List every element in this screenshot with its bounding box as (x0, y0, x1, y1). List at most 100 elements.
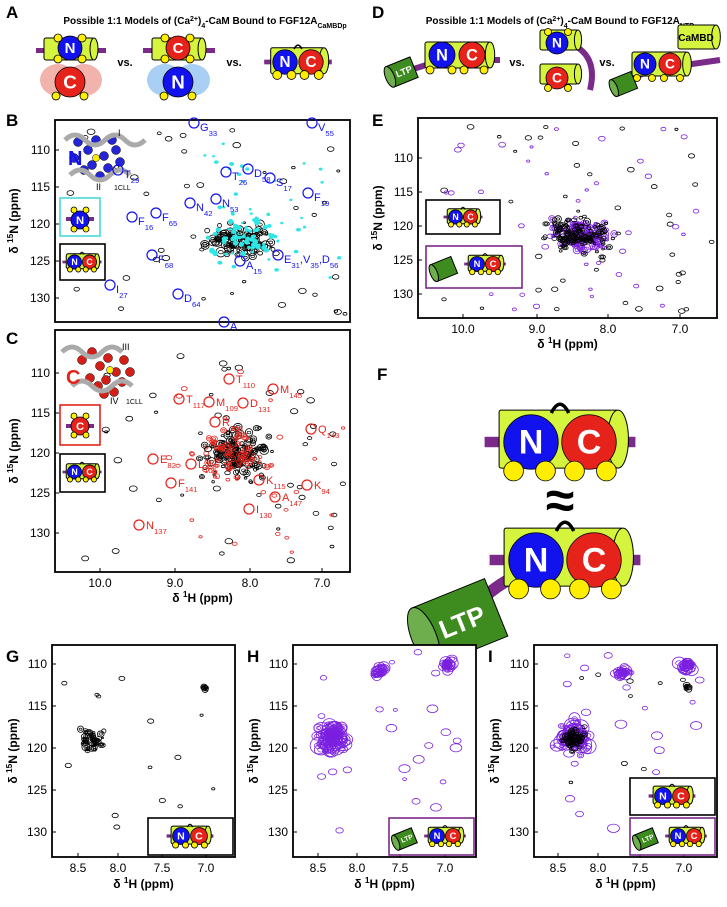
peak (189, 518, 195, 522)
calcium (664, 801, 671, 809)
peak (217, 223, 222, 228)
peak (236, 230, 244, 237)
residue-label-part: 115 (273, 482, 285, 491)
peak (188, 451, 195, 456)
residue-label-part: 16 (145, 223, 154, 232)
peak (154, 410, 159, 414)
peak-contour (261, 448, 267, 453)
residue-label: E31,V35,D56 (284, 254, 338, 270)
y-axis-label: δ 15N (ppm) (245, 718, 261, 783)
x-axis-label-part: δ (113, 877, 124, 891)
peak (267, 258, 271, 261)
peak (688, 153, 695, 159)
domain-label: N (675, 830, 682, 841)
peak (340, 426, 346, 430)
peak (161, 255, 171, 262)
peak (311, 212, 317, 217)
domain-label: N (68, 148, 82, 170)
peak (297, 389, 305, 395)
peak (276, 239, 280, 243)
domain-label: C (66, 367, 80, 389)
peak (627, 166, 635, 173)
peak (249, 212, 253, 215)
x-tick-label: 7.5 (392, 861, 409, 875)
peak (198, 474, 205, 480)
y-axis-label-part: δ (6, 773, 20, 784)
peak-contour (267, 435, 271, 438)
peak (679, 270, 686, 276)
peak (555, 231, 558, 235)
peak (97, 742, 106, 749)
peak (234, 474, 241, 480)
calcium (448, 221, 454, 228)
peak-contour (327, 737, 332, 741)
peak-contour (83, 734, 88, 739)
peak (155, 497, 162, 503)
peak-contour (555, 226, 561, 230)
peak (556, 235, 564, 242)
residue-label-part: 141 (185, 485, 198, 494)
panel-title-part: CaMBDp (317, 23, 346, 30)
peak (118, 675, 126, 681)
peak (572, 233, 577, 237)
peak (289, 550, 294, 554)
loop (668, 783, 676, 788)
residue-label-part: K (266, 475, 274, 487)
peak (692, 208, 700, 214)
peak (291, 165, 296, 170)
peak-contour (314, 742, 324, 749)
peak-contour (447, 660, 456, 666)
peak-contour (228, 438, 234, 443)
residue-circle (218, 316, 230, 328)
peak (589, 229, 594, 234)
peak-contour (269, 464, 273, 467)
atom (95, 361, 105, 371)
calcium (469, 268, 476, 276)
peak (260, 490, 267, 495)
peak-contour (241, 468, 247, 473)
peak-contour (230, 244, 234, 247)
peak (217, 260, 223, 265)
calcium (596, 460, 617, 482)
domain-label: C (691, 830, 698, 841)
residue-circle (267, 383, 279, 395)
peak (189, 451, 195, 457)
atom (99, 151, 109, 161)
peak (519, 292, 526, 297)
x-tick-label: 8.0 (590, 861, 607, 875)
domain-label: N (519, 423, 544, 461)
peak (262, 242, 266, 246)
peak (242, 469, 251, 478)
calcium (447, 65, 457, 75)
ltp-cap (383, 66, 397, 88)
peak (227, 451, 234, 457)
calcium (454, 840, 461, 848)
peak (571, 745, 579, 751)
peak (298, 494, 306, 500)
panel-letter: I (488, 647, 493, 666)
y-tick-label: 120 (27, 741, 47, 755)
peak (601, 247, 605, 251)
peak (651, 731, 663, 740)
helix-label: I (118, 128, 121, 138)
residue-label-part: 106 (230, 424, 243, 433)
calcium (67, 266, 73, 273)
domain (566, 532, 622, 588)
peak (211, 480, 215, 484)
peak (275, 531, 281, 536)
peak (628, 694, 633, 698)
peak-contour (582, 252, 587, 256)
peak (564, 795, 576, 803)
ltp-label: LTP (400, 834, 414, 845)
x-tick-label: 8.0 (242, 576, 259, 590)
peak (218, 444, 226, 451)
peak (331, 512, 338, 518)
peak (231, 541, 238, 546)
peak (597, 234, 603, 239)
peak (236, 463, 242, 468)
peak (557, 235, 563, 241)
pdb-label: 1CLL (114, 185, 131, 192)
peak (619, 126, 625, 131)
peak (284, 535, 290, 540)
residue-label-part: N (146, 520, 154, 532)
